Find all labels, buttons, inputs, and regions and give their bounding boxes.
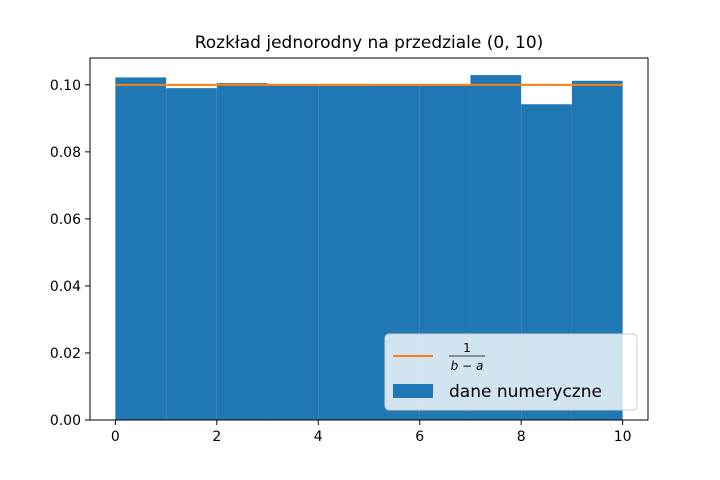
y-tick-label: 0.00 — [50, 413, 81, 429]
x-tick-label: 4 — [314, 429, 323, 445]
chart-title: Rozkład jednorodny na przedziale (0, 10) — [195, 33, 544, 53]
legend-bar-swatch — [393, 384, 433, 398]
x-tick-label: 8 — [517, 429, 526, 445]
legend: 1 b − a dane numeryczne — [384, 333, 638, 411]
x-tick-label: 2 — [212, 429, 221, 445]
legend-fraction-denominator: b − a — [451, 359, 484, 373]
y-tick-label: 0.06 — [50, 212, 81, 228]
histogram-bar — [267, 85, 319, 421]
legend-label-histogram: dane numeryczne — [449, 382, 602, 402]
y-tick-label: 0.08 — [50, 145, 81, 161]
histogram-bar — [216, 83, 268, 420]
plot-frame — [89, 57, 649, 421]
histogram-bar — [166, 88, 217, 421]
x-axis: 0 2 4 6 8 10 — [111, 420, 632, 445]
y-axis: 0.00 0.02 0.04 0.06 0.08 0.10 — [50, 78, 90, 429]
y-tick-label: 0.10 — [50, 78, 81, 94]
legend-frame — [384, 333, 638, 411]
x-tick-label: 10 — [614, 429, 632, 445]
y-tick-label: 0.02 — [50, 346, 81, 362]
x-tick-label: 0 — [111, 429, 120, 445]
legend-fraction-numerator: 1 — [463, 341, 471, 355]
y-tick-label: 0.04 — [50, 279, 81, 295]
histogram-bar — [318, 85, 369, 420]
x-tick-label: 6 — [415, 429, 424, 445]
histogram-bar — [115, 77, 167, 421]
